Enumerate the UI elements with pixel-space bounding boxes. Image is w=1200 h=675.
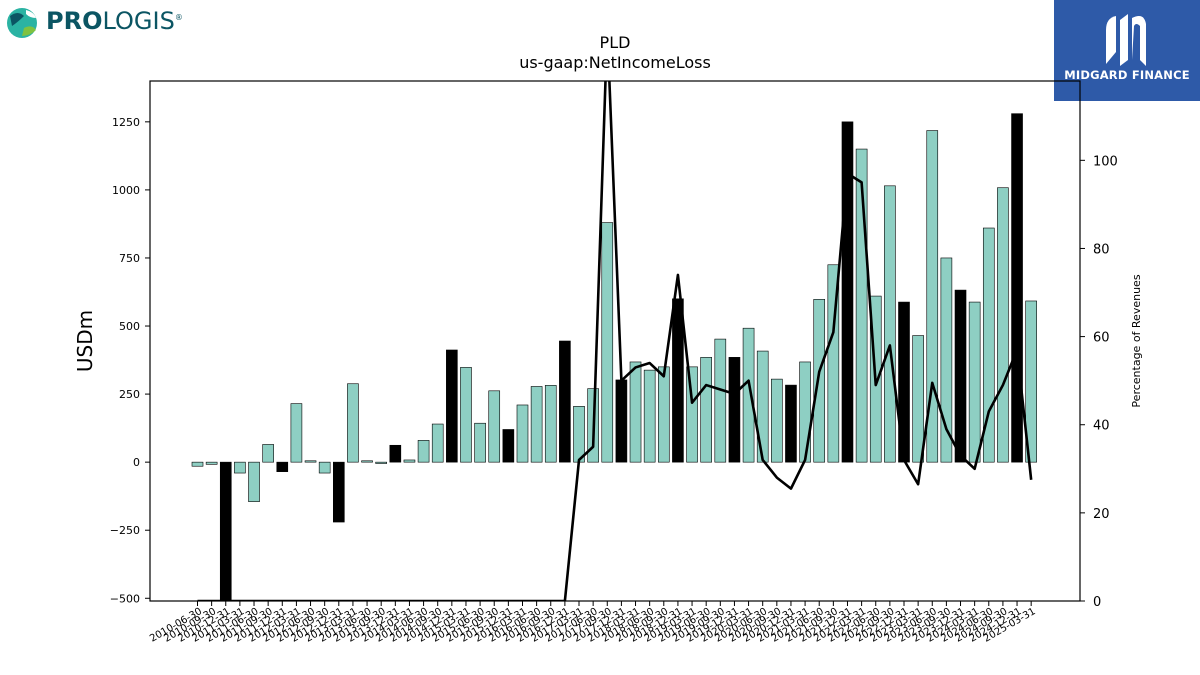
- bar-2020-03-31: [742, 327, 755, 463]
- bar-2011-06-30: [248, 461, 260, 502]
- bar-2012-09-30: [318, 461, 331, 474]
- y2-tick-label: 0: [1093, 595, 1101, 610]
- y-tick-label: 1250: [112, 116, 140, 129]
- bar-2010-09-30: [205, 461, 218, 465]
- y-tick-label: 1000: [112, 184, 140, 197]
- bar-2011-03-31: [234, 461, 246, 474]
- y-axis-right: 0 20 40 60 80 100: [1080, 154, 1118, 610]
- bar-2023-12-31: [954, 289, 967, 463]
- bar-2019-03-31: [686, 366, 698, 463]
- bar-2016-03-31: [516, 404, 529, 463]
- bar-2015-09-30: [488, 390, 501, 463]
- bar-2018-12-31: [672, 298, 684, 463]
- bar-2017-03-31: [573, 406, 585, 463]
- chart-title: PLD: [600, 33, 631, 52]
- prologis-globe-icon: [7, 8, 37, 38]
- prologis-logo-light: LOGIS: [102, 7, 175, 35]
- bar-2023-03-31: [912, 335, 924, 463]
- bar-2022-03-31: [855, 148, 868, 463]
- bar-2013-06-30: [361, 460, 373, 463]
- bar-2021-12-31: [841, 121, 854, 463]
- y2-tick-label: 100: [1093, 154, 1118, 169]
- y2-tick-label: 40: [1093, 419, 1110, 434]
- bar-2012-06-30: [304, 460, 317, 463]
- y2-axis-label: Percentage of Revenues: [1130, 274, 1143, 407]
- y-axis-left: −500 −250 0 250 500 750 1000 1250: [110, 116, 150, 605]
- bar-2020-06-30: [756, 350, 769, 463]
- y-tick-label: 750: [119, 252, 140, 265]
- bar-2015-03-31: [460, 367, 472, 463]
- bar-2013-03-31: [347, 383, 359, 463]
- bar-2017-09-30: [601, 222, 614, 463]
- bar-2010-06-30: [191, 461, 204, 467]
- bar-2013-12-31: [389, 444, 402, 463]
- bar-2015-12-31: [502, 429, 515, 463]
- y2-tick-label: 80: [1093, 242, 1110, 257]
- y2-tick-label: 20: [1093, 507, 1110, 522]
- y-tick-label: 500: [119, 320, 140, 333]
- bar-2020-12-31: [785, 384, 797, 463]
- bar-2012-12-31: [332, 461, 345, 523]
- bar-2025-03-31: [1025, 300, 1037, 463]
- y-tick-label: −500: [110, 592, 140, 605]
- bar-2019-12-31: [728, 357, 741, 463]
- midgard-mark-icon: [1106, 14, 1146, 66]
- line-series: [197, 81, 1033, 601]
- y-axis-label: USDm: [73, 310, 97, 372]
- prologis-registered-mark: ®: [174, 13, 183, 22]
- y-tick-label: 0: [133, 456, 140, 469]
- prologis-logo-bold: PRO: [46, 7, 103, 35]
- bar-2013-09-30: [375, 461, 387, 464]
- bar-2023-06-30: [926, 130, 939, 463]
- bar-2021-06-30: [813, 299, 826, 463]
- bar-2024-09-30: [997, 187, 1009, 463]
- bar-2016-06-30: [530, 386, 543, 463]
- plot-frame: [149, 80, 1081, 602]
- pct-revenue-line: [197, 81, 1033, 601]
- midgard-finance-label: MIDGARD FINANCE: [1064, 68, 1190, 82]
- y-tick-label: 250: [119, 388, 140, 401]
- bar-2024-06-30: [982, 227, 995, 463]
- y2-tick-label: 60: [1093, 331, 1110, 346]
- bar-2012-03-31: [290, 403, 303, 463]
- bar-2016-09-30: [544, 385, 557, 463]
- bar-2023-09-30: [940, 257, 953, 463]
- bar-2018-09-30: [657, 366, 670, 463]
- bar-2014-09-30: [431, 423, 444, 463]
- bar-2021-03-31: [799, 361, 811, 463]
- bar-2017-12-31: [615, 379, 628, 463]
- bar-2016-12-31: [559, 340, 571, 463]
- prologis-logo: PROLOGIS®: [4, 4, 194, 42]
- bar-2011-12-31: [276, 461, 289, 472]
- bar-2015-06-30: [474, 422, 486, 463]
- chart-subtitle: us-gaap:NetIncomeLoss: [519, 53, 711, 72]
- bar-2024-12-31: [1011, 113, 1023, 463]
- bar-2022-09-30: [884, 185, 896, 463]
- bar-2019-09-30: [714, 338, 727, 463]
- bar-2018-06-30: [643, 369, 656, 463]
- bar-2014-06-30: [417, 440, 430, 463]
- bar-2024-03-31: [968, 301, 981, 463]
- x-axis: 2010-06-302010-09-302010-12-312011-03-31…: [148, 601, 1038, 645]
- bar-2021-09-30: [827, 264, 840, 463]
- midgard-finance-logo: MIDGARD FINANCE: [1054, 0, 1200, 101]
- bar-2018-03-31: [629, 361, 642, 463]
- bar-2020-09-30: [771, 378, 783, 463]
- bar-2019-06-30: [700, 357, 712, 463]
- bar-2014-03-31: [403, 459, 416, 463]
- bar-2010-12-31: [219, 461, 232, 602]
- y-tick-label: −250: [110, 524, 140, 537]
- bar-2011-09-30: [262, 444, 274, 463]
- bar-2014-12-31: [446, 349, 458, 463]
